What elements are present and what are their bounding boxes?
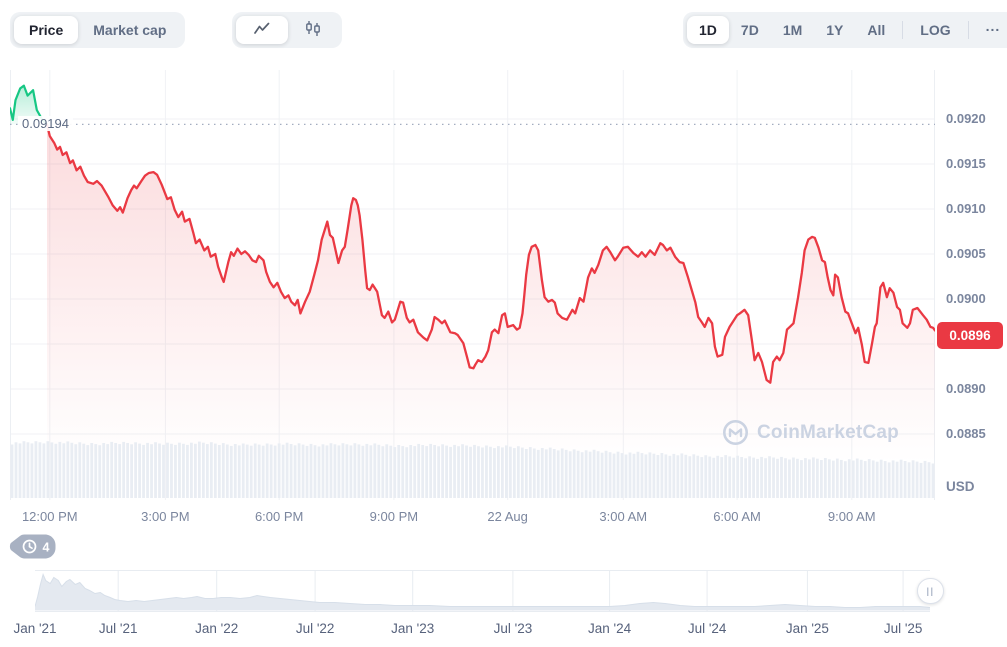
x-axis-label: 3:00 AM (599, 509, 648, 524)
time-axis: 12:00 PM 3:00 PM 6:00 PM 9:00 PM 22 Aug 3:00 … (10, 507, 935, 529)
x-axis-label: 9:00 AM (827, 509, 876, 524)
toolbar-divider (967, 21, 969, 39)
y-axis-label: 0.0885 (946, 426, 986, 441)
coinmarketcap-logo-icon (722, 419, 749, 446)
timeline-label: Jan '25 (785, 621, 829, 636)
timeline-label: Jul '21 (98, 621, 138, 636)
chart-type-toggle (232, 12, 342, 48)
x-axis-label: 6:00 PM (254, 509, 304, 524)
history-badge[interactable]: 4 (8, 533, 58, 560)
y-axis-label: 0.0910 (946, 201, 986, 216)
range-selector: 1D 7D 1M 1Y All LOG ... (683, 12, 1007, 48)
candlestick-icon (305, 20, 321, 40)
price-axis: 0.0896 USD 0.0920 0.0915 0.0910 0.0905 0.090… (935, 70, 1007, 500)
y-axis-label: 0.0900 (946, 291, 986, 306)
timeline-drag-handle[interactable]: || (917, 578, 944, 604)
price-chart[interactable]: 0.09194 CoinMarketCap (10, 70, 935, 500)
timeline-label: Jan '23 (391, 621, 435, 636)
x-axis-label: 6:00 AM (713, 509, 761, 524)
chart-area: 0.09194 CoinMarketCap 0.0896 USD 0.0920 0… (10, 70, 1007, 500)
x-axis-label: 22 Aug (487, 509, 528, 524)
x-axis-label: 3:00 PM (141, 509, 190, 524)
open-price-label: 0.09194 (18, 116, 73, 131)
timeline-label: Jul '25 (883, 621, 923, 636)
range-7d-button[interactable]: 7D (729, 16, 771, 44)
range-1m-button[interactable]: 1M (771, 16, 814, 44)
more-options-button[interactable]: ... (974, 16, 1007, 44)
watermark-text: CoinMarketCap (757, 421, 899, 443)
x-axis-label: 12:00 PM (21, 509, 78, 524)
toolbar-divider (902, 21, 904, 39)
tab-price[interactable]: Price (14, 16, 79, 44)
metric-toggle: Price Market cap (10, 12, 186, 48)
range-1d-button[interactable]: 1D (687, 16, 729, 44)
y-axis-label: 0.0905 (946, 246, 986, 261)
timeline-label: Jan '22 (195, 621, 239, 636)
history-count: 4 (43, 540, 50, 554)
timeline-label: Jul '23 (493, 621, 533, 636)
candlestick-button[interactable] (288, 16, 338, 44)
x-axis-label: 9:00 PM (369, 509, 419, 524)
price-chart-canvas (10, 70, 935, 500)
range-all-button[interactable]: All (855, 16, 897, 44)
timeline-label: Jan '21 (13, 621, 57, 636)
drag-handle-icon: || (926, 586, 935, 596)
y-axis-label: 0.0890 (946, 381, 986, 396)
line-chart-icon (253, 21, 271, 40)
clock-icon (22, 539, 37, 554)
y-axis-label: 0.0920 (946, 111, 986, 126)
timeline-scrubber[interactable] (34, 570, 931, 612)
last-price-badge: 0.0896 (937, 321, 1003, 349)
timeline-label: Jul '22 (295, 621, 335, 636)
log-scale-button[interactable]: LOG (908, 16, 962, 44)
line-chart-button[interactable] (236, 16, 288, 44)
tab-market-cap[interactable]: Market cap (78, 16, 181, 44)
coinmarketcap-watermark: CoinMarketCap (722, 419, 899, 446)
timeline-label: Jan '24 (588, 621, 632, 636)
currency-label: USD (946, 479, 975, 494)
range-1y-button[interactable]: 1Y (814, 16, 855, 44)
timeline-label: Jul '24 (687, 621, 727, 636)
y-axis-label: 0.0915 (946, 156, 986, 171)
timeline-axis: Jan '21 Jul '21 Jan '22 Jul '22 Jan '23 Jul '… (13, 621, 930, 639)
